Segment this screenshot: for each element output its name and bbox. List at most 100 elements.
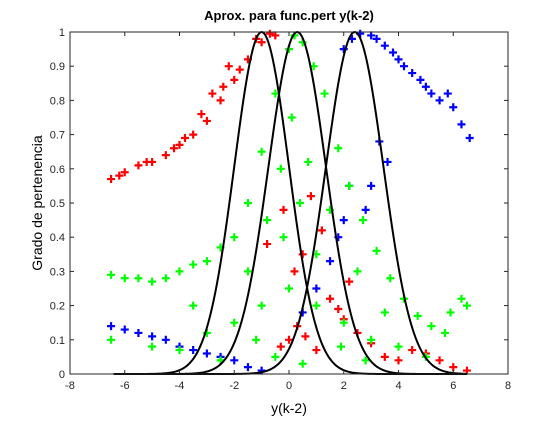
scatter-point <box>413 311 422 320</box>
scatter-point <box>202 349 211 358</box>
scatter-point <box>230 318 239 327</box>
scatter-point <box>361 356 370 365</box>
scatter-point <box>334 144 343 153</box>
scatter-point <box>115 171 124 180</box>
scatter-point <box>446 308 455 317</box>
scatter-point <box>320 89 329 98</box>
chart-title: Aprox. para func.pert y(k-2) <box>204 8 374 23</box>
scatter-point <box>161 274 170 283</box>
scatter-point <box>449 363 458 372</box>
scatter-point <box>170 144 179 153</box>
scatter-point <box>416 75 425 84</box>
scatter-point <box>180 134 189 143</box>
scatter-point <box>279 233 288 242</box>
y-tick-label: 0.9 <box>50 61 65 73</box>
scatter-point <box>304 157 313 166</box>
scatter-point <box>394 342 403 351</box>
x-tick-label: 4 <box>395 380 401 392</box>
scatter-point <box>457 294 466 303</box>
scatter-point <box>408 346 417 355</box>
scatter-point <box>301 332 310 341</box>
scatter-point <box>257 147 266 156</box>
scatter-point <box>399 62 408 71</box>
scatter-point <box>465 134 474 143</box>
scatter-point <box>358 216 367 225</box>
scatter-point <box>189 346 198 355</box>
scatter-point <box>197 110 206 119</box>
scatter-point <box>276 342 285 351</box>
scatter-point <box>208 89 217 98</box>
scatter-point <box>134 274 143 283</box>
scatter-point <box>189 130 198 139</box>
scatter-point <box>202 257 211 266</box>
scatter-point <box>134 328 143 337</box>
scatter-series-green <box>107 31 471 368</box>
scatter-point <box>435 356 444 365</box>
scatter-point <box>235 65 244 74</box>
scatter-point <box>263 216 272 225</box>
scatter-point <box>386 274 395 283</box>
scatter-point <box>367 335 376 344</box>
x-tick-label: -8 <box>65 380 75 392</box>
scatter-point <box>107 335 116 344</box>
scatter-point <box>449 103 458 112</box>
scatter-point <box>252 335 261 344</box>
scatter-point <box>372 246 381 255</box>
scatter-point <box>287 113 296 122</box>
scatter-point <box>427 322 436 331</box>
scatter-point <box>427 89 436 98</box>
scatter-point <box>394 356 403 365</box>
scatter-point <box>161 151 170 160</box>
y-axis-label: Grado de pertenencia <box>29 135 45 271</box>
scatter-point <box>380 41 389 50</box>
scatter-point <box>120 274 129 283</box>
scatter-point <box>295 199 304 207</box>
scatter-point <box>312 346 321 355</box>
scatter-point <box>107 270 116 279</box>
scatter-point <box>306 192 315 201</box>
y-tick-label: 0.3 <box>50 266 65 278</box>
scatter-point <box>380 308 389 317</box>
scatter-point <box>219 82 228 91</box>
scatter-point <box>243 199 252 207</box>
scatter-point <box>189 301 198 310</box>
scatter-point <box>230 356 239 365</box>
scatter-point <box>361 205 370 214</box>
x-tick-label: 6 <box>450 380 456 392</box>
y-tick-label: 0.6 <box>50 164 65 176</box>
scatter-point <box>462 301 471 310</box>
scatter-point <box>148 342 157 351</box>
scatter-point <box>326 257 335 266</box>
x-tick-label: 0 <box>286 380 292 392</box>
x-tick-label: -2 <box>229 380 239 392</box>
scatter-point <box>339 216 348 225</box>
scatter-point <box>107 175 116 184</box>
scatter-point <box>230 233 239 242</box>
y-tick-label: 0.7 <box>50 130 65 142</box>
scatter-point <box>298 359 307 368</box>
scatter-series-red <box>107 29 471 375</box>
x-axis-ticks: -8 -6 -4 -2 0 2 4 6 8 <box>65 32 511 392</box>
scatter-point <box>441 328 450 337</box>
y-axis-ticks: 0 0.1 0.2 0.3 0.4 0.5 0.6 0.7 0.8 0.9 1 <box>50 27 508 381</box>
scatter-point <box>142 157 151 166</box>
scatter-point <box>383 157 392 166</box>
scatter-point <box>175 267 184 276</box>
scatter-point <box>120 168 129 177</box>
y-tick-label: 0 <box>59 369 65 381</box>
scatter-point <box>175 140 184 149</box>
scatter-point <box>367 31 376 40</box>
scatter-point <box>202 116 211 125</box>
scatter-point <box>148 277 157 286</box>
y-tick-label: 0.2 <box>50 301 65 313</box>
scatter-point <box>230 75 239 84</box>
scatter-point <box>265 29 274 38</box>
scatter-point <box>345 181 354 190</box>
scatter-point <box>107 322 116 331</box>
scatter-point <box>224 62 233 71</box>
scatter-point <box>380 352 389 361</box>
y-tick-label: 0.5 <box>50 198 65 210</box>
x-tick-label: -6 <box>120 380 130 392</box>
